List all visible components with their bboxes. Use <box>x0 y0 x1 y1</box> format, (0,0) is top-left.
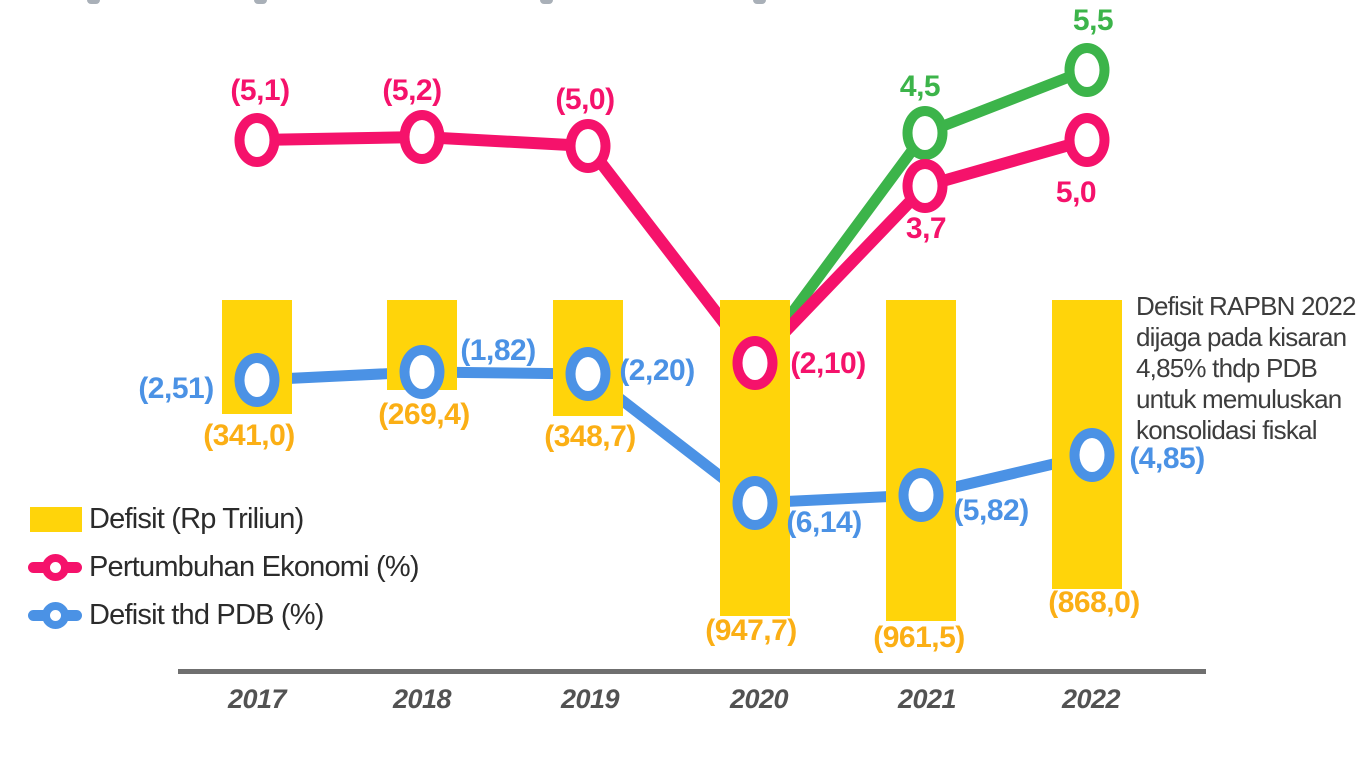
x-axis-label-2018: 2018 <box>392 684 452 714</box>
x-axis-label-2021: 2021 <box>897 684 957 714</box>
deficit-pdb-line-value-label: (4,85) <box>1129 442 1205 475</box>
bar-value-label: (269,4) <box>378 398 470 431</box>
legend-item-pertumbuhan: Pertumbuhan Ekonomi (%) <box>28 551 420 583</box>
growth-line-value-label: 5,0 <box>1055 176 1097 209</box>
bar-value-label: (868,0) <box>1048 586 1140 619</box>
growth-line-value-label: 3,7 <box>905 212 947 245</box>
deficit-pdb-line-point-marker <box>898 468 944 522</box>
projection-line-point-marker <box>1064 43 1110 97</box>
projection-line-value-label: 4,5 <box>899 70 941 103</box>
legend-label: Defisit thd PDB (%) <box>89 599 324 631</box>
x-axis-label-2022: 2022 <box>1061 684 1121 714</box>
deficit-pdb-line <box>251 366 1098 509</box>
legend-label: Defisit (Rp Triliun) <box>89 503 304 535</box>
deficit-pdb-line-point-marker <box>234 353 280 407</box>
growth-line-point-marker <box>565 119 611 173</box>
x-axis-line <box>178 669 1206 674</box>
legend-label: Pertumbuhan Ekonomi (%) <box>89 551 420 583</box>
annotation-line: konsolidasi fiskal <box>1136 415 1318 445</box>
annotation-line: Defisit RAPBN 2022 <box>1136 291 1357 321</box>
cropped-title-artifact <box>540 0 553 4</box>
x-axis-label-2020: 2020 <box>729 684 789 714</box>
deficit-pdb-line-value-label: (2,51) <box>138 372 214 405</box>
deficit-bar <box>886 300 956 621</box>
bar-value-label: (341,0) <box>203 419 295 452</box>
deficit-pdb-line-point-marker <box>399 345 445 399</box>
bar-value-label: (961,5) <box>873 621 965 654</box>
x-axis-label-2017: 2017 <box>227 684 287 714</box>
bar-value-label: (348,7) <box>544 420 636 453</box>
deficit-pdb-line-value-label: (2,20) <box>619 354 695 387</box>
growth-line-value-label: (5,2) <box>382 74 442 107</box>
growth-line-value-label: (2,10) <box>790 347 866 380</box>
legend-item-defisit-pdb: Defisit thd PDB (%) <box>28 599 324 631</box>
x-axis-label-2019: 2019 <box>560 684 620 714</box>
growth-line-value-label: (5,0) <box>555 83 615 116</box>
cropped-title-artifact <box>87 0 100 4</box>
annotation-block: Defisit RAPBN 2022 dijaga pada kisaran 4… <box>1136 291 1357 446</box>
growth-line-value-label: (5,1) <box>230 74 290 107</box>
deficit-pdb-line-point-marker <box>565 347 611 401</box>
growth-line-point-marker <box>234 113 280 167</box>
cropped-title-artifact <box>254 0 267 4</box>
deficit-pdb-line-point-marker <box>732 476 778 530</box>
growth-line <box>251 131 1093 369</box>
annotation-line: untuk memuluskan <box>1136 384 1342 414</box>
growth-line-point-marker <box>399 110 445 164</box>
growth-line-point-marker <box>1064 113 1110 167</box>
line-marker-icon <box>28 554 82 581</box>
projection-line-value-label: 5,5 <box>1072 4 1114 37</box>
projection-line-point-marker <box>902 106 948 160</box>
growth-line-point-marker <box>902 159 948 213</box>
bar-swatch-icon <box>30 507 82 532</box>
deficit-pdb-line-value-label: (5,82) <box>953 494 1029 527</box>
annotation-line: dijaga pada kisaran <box>1136 322 1347 352</box>
deficit-pdb-line-value-label: (6,14) <box>786 506 862 539</box>
deficit-pdb-line-value-label: (1,82) <box>460 334 536 367</box>
legend-item-defisit: Defisit (Rp Triliun) <box>28 503 304 535</box>
annotation-line: 4,85% thdp PDB <box>1136 353 1318 383</box>
bar-value-label: (947,7) <box>705 614 797 647</box>
growth-line-point-marker <box>732 336 778 390</box>
line-marker-icon <box>28 602 82 629</box>
cropped-title-artifact <box>753 0 766 4</box>
deficit-pdb-line-point-marker <box>1069 428 1115 482</box>
